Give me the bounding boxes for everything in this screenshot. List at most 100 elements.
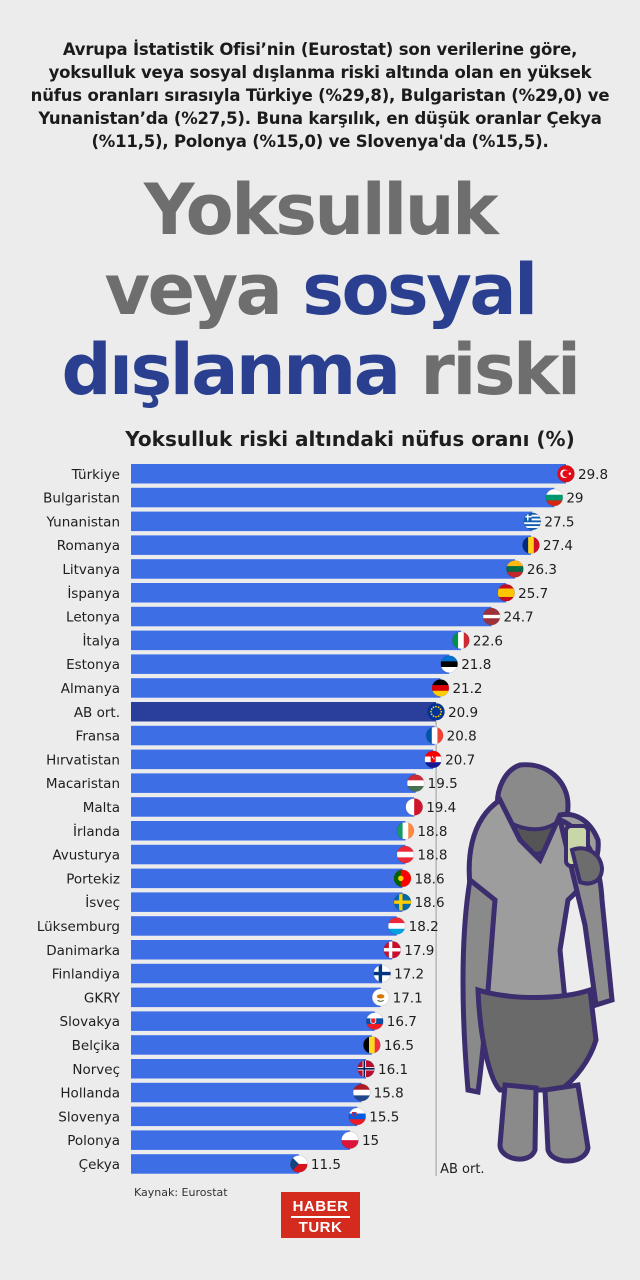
category-label: Finlandiya: [52, 967, 120, 983]
bars-layer: AB ort. Türkiye 29.8 Bulgaristan 29 Yunanista…: [37, 464, 608, 1177]
bar: [131, 844, 406, 865]
flag-latvia-icon: [483, 608, 501, 626]
category-label: İtalya: [82, 631, 120, 649]
logo-top: HABER: [292, 1198, 349, 1215]
value-label: 20.7: [445, 752, 475, 768]
category-label: Romanya: [57, 538, 120, 554]
title-line-2: veya sosyal: [0, 250, 640, 330]
value-label: 20.8: [447, 729, 477, 745]
flag-austria-icon: [396, 846, 414, 864]
category-label: Letonya: [66, 610, 120, 626]
title-word-riski: riski: [398, 329, 581, 411]
bar: [131, 797, 415, 817]
flag-denmark-icon: [383, 941, 401, 959]
category-label: Bulgaristan: [43, 491, 120, 507]
title-word-veya: veya: [104, 249, 303, 331]
flag-croatia-icon: [424, 750, 442, 768]
logo-separator: [291, 1216, 350, 1218]
value-label: 27.4: [543, 538, 573, 554]
flag-portugal-icon: [394, 869, 412, 887]
value-label: 18.8: [417, 824, 447, 840]
bar: [131, 868, 403, 889]
value-label: 21.8: [461, 657, 491, 673]
flag-lithuania-icon: [506, 560, 524, 578]
bar: [131, 749, 434, 770]
value-label: 16.1: [378, 1062, 408, 1078]
bar: [131, 583, 507, 603]
category-label: Almanya: [61, 681, 120, 697]
bar: [131, 1035, 372, 1055]
category-label: Lüksemburg: [37, 919, 120, 935]
flag-greece-icon: [523, 512, 541, 530]
flag-malta-icon: [405, 798, 423, 816]
page-title: Yoksulluk veya sosyal dışlanma riski: [0, 170, 640, 410]
value-label: 15.5: [369, 1109, 399, 1125]
value-label: 17.1: [393, 990, 423, 1006]
bar: [131, 487, 555, 508]
haberturk-logo: HABER TURK: [281, 1192, 360, 1238]
category-label: Slovakya: [60, 1014, 120, 1030]
flag-bulgaria-icon: [545, 489, 563, 507]
intro-text: Avrupa İstatistik Ofisi’nin (Eurostat) s…: [30, 40, 610, 151]
bar: [131, 1154, 299, 1174]
category-label: Litvanya: [62, 562, 120, 578]
flag-sweden-icon: [394, 893, 412, 911]
flag-ireland-icon: [396, 822, 414, 840]
flag-turkey-icon: [557, 465, 575, 483]
bar: [131, 1130, 350, 1150]
title-word-sosyal: sosyal: [302, 249, 538, 331]
bar: [131, 511, 533, 532]
value-label: 18.8: [417, 848, 447, 864]
value-label: 17.9: [404, 943, 434, 959]
category-label: Fransa: [76, 729, 120, 745]
value-label: 29.8: [578, 467, 608, 483]
flag-luxembourg-icon: [388, 917, 406, 935]
flag-netherlands-icon: [353, 1084, 371, 1102]
value-label: 24.7: [504, 610, 534, 626]
bar: [131, 654, 450, 674]
category-label: Estonya: [66, 657, 120, 673]
flag-cyprus-icon: [372, 988, 390, 1006]
flag-eu-icon: [427, 703, 445, 721]
bar: [131, 987, 381, 1008]
bar: [131, 678, 441, 698]
category-label: Belçika: [72, 1038, 120, 1054]
bar: [131, 630, 461, 651]
category-label: İrlanda: [73, 822, 120, 840]
category-label: Malta: [83, 800, 120, 816]
title-line-1: Yoksulluk: [143, 169, 499, 251]
value-label: 18.6: [415, 871, 445, 887]
bar: [131, 702, 437, 722]
category-label: GKRY: [84, 990, 121, 1006]
value-label: 21.2: [452, 681, 482, 697]
value-label: 26.3: [527, 562, 557, 578]
category-label: Slovenya: [58, 1109, 120, 1125]
bar: [131, 464, 566, 484]
category-label: Polonya: [67, 1133, 120, 1149]
title-line-3: dışlanma riski: [0, 330, 640, 410]
value-label: 16.7: [387, 1014, 417, 1030]
category-label: İspanya: [67, 584, 120, 602]
category-label: Yunanistan: [45, 514, 120, 530]
category-label: İsveç: [85, 893, 120, 911]
value-label: 25.7: [518, 586, 548, 602]
flag-romania-icon: [522, 536, 540, 554]
bar: [131, 1059, 367, 1079]
flag-italy-icon: [452, 631, 470, 649]
value-label: 18.2: [409, 919, 439, 935]
flag-poland-icon: [341, 1131, 359, 1149]
value-label: 19.4: [426, 800, 456, 816]
bar: [131, 916, 397, 936]
value-label: 22.6: [473, 633, 503, 649]
bar: [131, 606, 492, 627]
bar: [131, 1082, 362, 1103]
flag-slovakia-icon: [366, 1012, 384, 1030]
flag-norway-icon: [357, 1060, 375, 1078]
reference-line-label: AB ort.: [440, 1162, 484, 1177]
bar: [131, 963, 383, 984]
bar: [131, 821, 406, 841]
title-word-dislanma: dışlanma: [61, 329, 401, 411]
value-label: 15: [362, 1133, 379, 1149]
flag-hungary-icon: [407, 774, 425, 792]
